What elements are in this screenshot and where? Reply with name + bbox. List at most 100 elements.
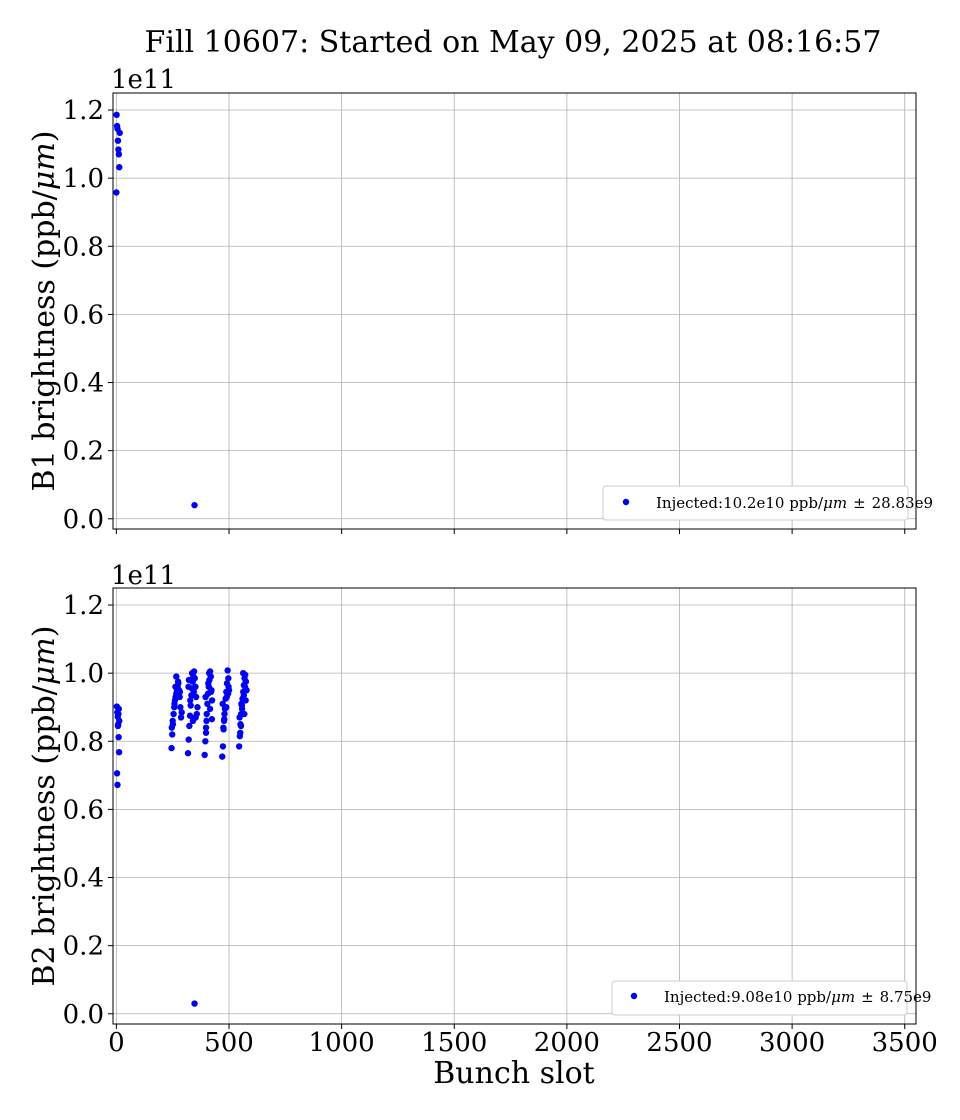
- b2-data-point: [114, 781, 121, 789]
- b2-legend-box: [611, 980, 908, 1016]
- b2-data-point: [221, 710, 228, 718]
- b2-plot-area: [113, 588, 916, 1024]
- b2-data-point: [203, 717, 210, 725]
- b1-plot-frame: [112, 92, 917, 530]
- b2-data-point: [225, 683, 232, 690]
- b2-legend: Injected:9.08e10 ppb/μm ±8.75e9: [611, 980, 931, 1016]
- b2-data-point: [171, 700, 178, 708]
- b2-brightness-panel: 0.0 0.2 0.4 0.6 0.8 1.0 1.2 0 500 1000 1500 2000 25…: [27, 561, 938, 1058]
- b2-ylabel-unit: μm: [27, 637, 62, 685]
- b1-y-axis-label: B1 brightness (ppb/μm): [27, 131, 62, 492]
- b2-x-tick-label: 500: [204, 1028, 254, 1058]
- b1-ylabel-close: ): [27, 131, 62, 143]
- b2-data-point: [185, 676, 193, 684]
- b2-legend-prefix: Injected:9.08e10 ppb/: [664, 988, 832, 1006]
- b1-legend-pm: ±: [853, 494, 866, 512]
- b2-x-tick-label: 1500: [421, 1028, 487, 1058]
- b2-y-tick-label: 0.6: [63, 795, 104, 825]
- b2-data-point: [186, 712, 194, 719]
- b1-y-tick-label: 0.0: [63, 505, 104, 535]
- b2-data-point: [113, 770, 121, 777]
- b1-data-point: [115, 146, 122, 153]
- b2-x-tick-label: 1000: [309, 1028, 375, 1058]
- b2-legend-suffix: 8.75e9: [880, 988, 932, 1006]
- b2-y-ticks: 0.0 0.2 0.4 0.6 0.8 1.0 1.2: [63, 591, 113, 1030]
- b1-data-point: [113, 189, 120, 196]
- b2-data-point: [168, 724, 175, 731]
- b2-ylabel-close: ): [27, 626, 62, 638]
- b2-data-point: [194, 704, 201, 711]
- b1-plot-area: [113, 93, 916, 529]
- b2-x-ticks: 0 500 1000 1500 2000 2500 3000 3500: [108, 1024, 938, 1058]
- b1-legend-prefix: Injected:10.2e10 ppb/: [656, 494, 824, 512]
- b1-y-tick-label: 0.8: [63, 232, 104, 262]
- b2-y-tick-label: 1.0: [63, 659, 104, 689]
- b1-legend-text: Injected:10.2e10 ppb/μm ±28.83e9: [656, 494, 933, 512]
- b2-data-point: [202, 729, 210, 736]
- b1-data-point: [115, 151, 123, 158]
- b1-legend-marker: [622, 498, 630, 506]
- b2-data-point: [187, 702, 194, 709]
- b2-y-axis-label: B2 brightness (ppb/μm): [27, 626, 62, 987]
- b2-x-tick-label: 2500: [646, 1028, 712, 1058]
- b2-y-tick-label: 0.8: [63, 727, 104, 757]
- b2-data-point: [178, 709, 185, 716]
- b2-data-point: [242, 697, 249, 704]
- b2-data-point: [236, 714, 243, 721]
- b2-data-point: [225, 675, 232, 682]
- b2-y-tick-label: 0.4: [63, 864, 104, 894]
- b2-data-point: [114, 722, 122, 730]
- b2-data-point: [237, 729, 244, 736]
- b1-legend-box: [602, 485, 909, 521]
- b2-data-point: [176, 693, 183, 701]
- b2-data-point: [202, 724, 210, 731]
- b2-data-point: [190, 688, 198, 696]
- b2-x-tick-label: 3000: [759, 1028, 825, 1058]
- b2-y-tick-label: 0.0: [63, 1000, 104, 1030]
- b1-ylabel-text: B1 brightness (ppb/: [27, 189, 62, 491]
- b2-data-point: [188, 669, 196, 677]
- b2-data-point: [219, 743, 227, 750]
- b2-data-point: [116, 717, 123, 725]
- b1-data-point: [113, 111, 120, 119]
- b2-data-point: [224, 667, 231, 674]
- b2-data-point: [187, 697, 194, 704]
- b2-data-point: [189, 717, 197, 725]
- b2-data-point: [220, 717, 228, 725]
- b1-y-tick-label: 0.6: [63, 300, 104, 330]
- b2-y-tick-label: 0.2: [63, 932, 104, 962]
- b2-data-point: [208, 715, 216, 723]
- b2-data-point: [220, 724, 227, 731]
- b2-data-point: [186, 722, 193, 730]
- b2-data-point: [174, 678, 182, 685]
- b1-y-tick-label: 1.0: [63, 164, 104, 194]
- b2-data-point: [192, 693, 200, 701]
- b2-data-point: [169, 731, 176, 738]
- b2-data-point: [184, 750, 192, 757]
- b2-x-tick-label: 0: [108, 1028, 125, 1058]
- b2-data-point: [205, 669, 213, 677]
- x-axis-label: Bunch slot: [433, 1056, 594, 1091]
- b2-data-point: [177, 704, 184, 711]
- b2-data-point: [241, 710, 248, 718]
- b2-x-tick-label: 2000: [534, 1028, 600, 1058]
- b1-y-ticks: 0.0 0.2 0.4 0.6 0.8 1.0 1.2: [63, 96, 113, 535]
- b2-data-points: [113, 667, 250, 1007]
- b2-data-point: [202, 738, 209, 745]
- b2-plot-frame: [112, 587, 917, 1025]
- b1-x-ticks: [115, 529, 906, 534]
- b2-data-point: [207, 688, 215, 696]
- b2-x-tick-label: 3500: [872, 1028, 938, 1058]
- b1-y-tick-label: 0.2: [63, 437, 104, 467]
- b2-data-point: [192, 683, 199, 690]
- b2-data-point: [206, 705, 214, 713]
- b1-legend-unit: μm: [823, 494, 847, 512]
- b2-legend-unit: μm: [831, 988, 855, 1006]
- b2-offset-text: 1e11: [111, 561, 176, 591]
- b2-legend-text: Injected:9.08e10 ppb/μm ±8.75e9: [664, 988, 931, 1006]
- b2-data-point: [176, 688, 184, 696]
- b2-y-tick-label: 1.2: [63, 591, 104, 621]
- b2-data-point: [115, 733, 122, 741]
- b2-data-point: [238, 705, 246, 713]
